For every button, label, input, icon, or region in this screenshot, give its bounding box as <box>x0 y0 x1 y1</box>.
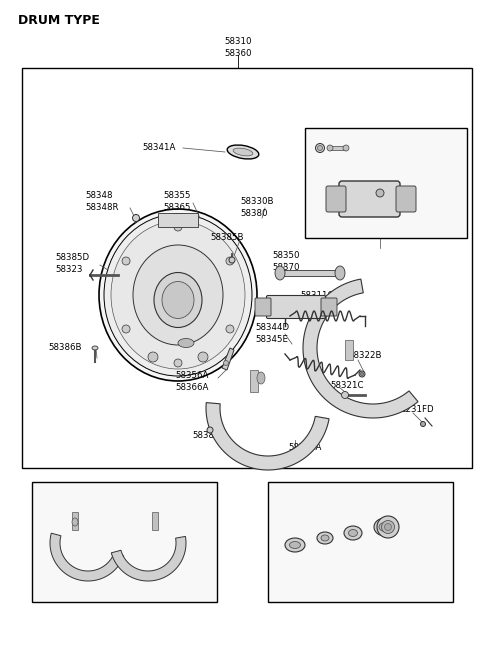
Ellipse shape <box>275 266 285 280</box>
Ellipse shape <box>317 145 323 151</box>
Text: 58356A: 58356A <box>175 371 208 379</box>
Text: 58348: 58348 <box>85 191 112 200</box>
Ellipse shape <box>229 257 235 263</box>
Ellipse shape <box>148 352 158 362</box>
Ellipse shape <box>111 221 245 369</box>
Text: 58172B: 58172B <box>363 141 396 151</box>
Ellipse shape <box>92 346 98 350</box>
Ellipse shape <box>335 266 345 280</box>
Ellipse shape <box>257 372 265 384</box>
Ellipse shape <box>317 532 333 544</box>
Ellipse shape <box>359 371 365 377</box>
Ellipse shape <box>207 427 213 433</box>
Ellipse shape <box>374 518 396 536</box>
Text: 58386B: 58386B <box>48 343 82 352</box>
Ellipse shape <box>360 373 363 375</box>
Text: 58361: 58361 <box>300 303 327 312</box>
Ellipse shape <box>122 325 130 333</box>
Ellipse shape <box>289 542 300 548</box>
Ellipse shape <box>343 145 349 151</box>
Text: 58310: 58310 <box>224 37 252 47</box>
Ellipse shape <box>321 535 329 541</box>
Text: 58380: 58380 <box>240 210 267 219</box>
Text: 58348R: 58348R <box>85 204 119 212</box>
Ellipse shape <box>226 325 234 333</box>
Text: DRUM TYPE: DRUM TYPE <box>18 14 100 26</box>
Ellipse shape <box>132 214 140 221</box>
Ellipse shape <box>99 209 257 381</box>
FancyBboxPatch shape <box>266 295 325 318</box>
FancyBboxPatch shape <box>339 181 400 217</box>
Ellipse shape <box>341 392 348 398</box>
Ellipse shape <box>382 521 395 534</box>
Ellipse shape <box>420 422 425 426</box>
FancyBboxPatch shape <box>396 186 416 212</box>
Ellipse shape <box>379 523 391 531</box>
Ellipse shape <box>327 145 333 151</box>
Bar <box>305 128 467 238</box>
Ellipse shape <box>285 538 305 552</box>
Ellipse shape <box>224 360 228 365</box>
Text: 58360: 58360 <box>224 48 252 58</box>
Bar <box>32 482 217 602</box>
Ellipse shape <box>104 214 252 376</box>
Text: 58312A: 58312A <box>288 443 322 453</box>
Text: 1231FD: 1231FD <box>400 405 433 415</box>
Bar <box>152 512 158 530</box>
Bar <box>22 68 472 468</box>
FancyBboxPatch shape <box>326 186 346 212</box>
Bar <box>250 370 258 392</box>
Ellipse shape <box>174 359 182 367</box>
Ellipse shape <box>348 529 358 536</box>
FancyBboxPatch shape <box>255 298 271 316</box>
Bar <box>280 270 338 276</box>
Text: 58330B: 58330B <box>240 198 274 206</box>
Ellipse shape <box>384 523 392 531</box>
Bar <box>158 213 198 227</box>
Ellipse shape <box>174 223 182 231</box>
Text: 58385B: 58385B <box>210 233 243 242</box>
Text: 58355: 58355 <box>163 191 191 200</box>
Polygon shape <box>206 403 329 470</box>
Ellipse shape <box>72 518 78 526</box>
Ellipse shape <box>178 339 194 348</box>
Text: 58341A: 58341A <box>143 143 176 153</box>
Text: 58305: 58305 <box>89 485 117 495</box>
Text: 58311C: 58311C <box>300 291 334 301</box>
Text: 58350: 58350 <box>272 252 300 261</box>
Text: 58385D: 58385D <box>55 253 89 263</box>
Text: 58370: 58370 <box>272 263 300 272</box>
Polygon shape <box>111 536 186 581</box>
Text: 58389: 58389 <box>192 430 219 440</box>
Text: 58301: 58301 <box>334 485 362 495</box>
Ellipse shape <box>154 272 202 328</box>
Text: 58344D: 58344D <box>255 324 289 333</box>
Ellipse shape <box>226 257 234 265</box>
Ellipse shape <box>198 352 208 362</box>
Ellipse shape <box>227 145 259 159</box>
Ellipse shape <box>233 148 253 156</box>
Polygon shape <box>303 279 418 418</box>
Text: 58321C: 58321C <box>330 381 363 390</box>
Bar <box>345 340 353 360</box>
Text: 58323: 58323 <box>55 265 83 274</box>
Text: 58365: 58365 <box>163 204 191 212</box>
Bar <box>72 512 78 530</box>
Ellipse shape <box>122 257 130 265</box>
Polygon shape <box>222 348 234 370</box>
Polygon shape <box>50 533 124 581</box>
Ellipse shape <box>344 526 362 540</box>
Bar <box>330 146 346 150</box>
Ellipse shape <box>315 143 324 153</box>
Ellipse shape <box>133 245 223 345</box>
Text: 58125F: 58125F <box>363 153 396 162</box>
Ellipse shape <box>162 282 194 318</box>
Bar <box>268 482 453 602</box>
FancyBboxPatch shape <box>321 298 337 316</box>
Text: 58366A: 58366A <box>175 383 208 392</box>
Text: 58322B: 58322B <box>348 352 382 360</box>
Ellipse shape <box>376 189 384 197</box>
Ellipse shape <box>377 516 399 538</box>
Text: 58345E: 58345E <box>255 335 288 345</box>
